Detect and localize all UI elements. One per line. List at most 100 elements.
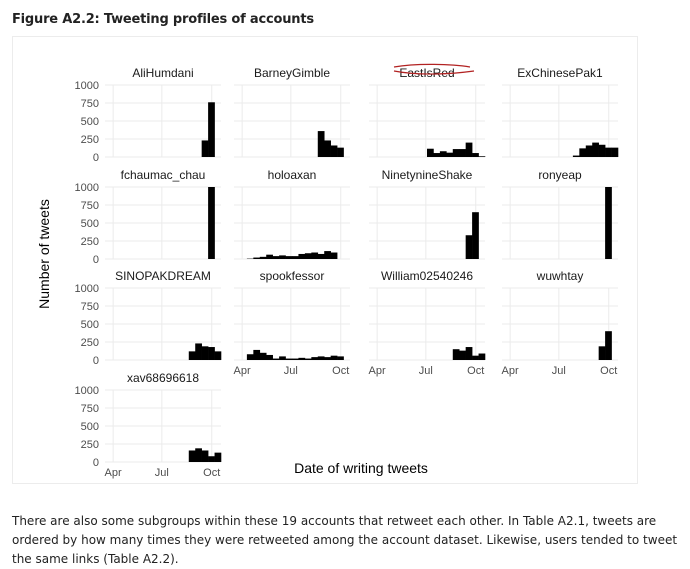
x-tick-label: Apr bbox=[105, 467, 122, 479]
bar-eastisred-16 bbox=[472, 153, 479, 157]
y-tick-label: 500 bbox=[81, 319, 99, 331]
y-tick-label: 0 bbox=[93, 254, 99, 266]
x-tick-label: Apr bbox=[502, 365, 519, 377]
bar-ninetynineshake-16 bbox=[472, 212, 479, 259]
bar-holoaxan-15 bbox=[331, 253, 338, 259]
bar-sinopakdream-15 bbox=[202, 346, 209, 360]
panel-title-ronyeap: ronyeap bbox=[538, 168, 582, 182]
bar-barneygimble-13 bbox=[318, 131, 325, 157]
y-tick-label: 750 bbox=[81, 403, 99, 415]
x-tick-label: Jul bbox=[552, 365, 566, 377]
bar-spookfessor-8 bbox=[286, 359, 293, 360]
bar-wuwhtay-15 bbox=[599, 346, 606, 360]
y-tick-label: 0 bbox=[93, 355, 99, 367]
bar-holoaxan-4 bbox=[260, 257, 267, 259]
bar-wuwhtay-16 bbox=[605, 331, 612, 360]
bar-exchinesepak1-14 bbox=[592, 143, 599, 157]
bar-sinopakdream-13 bbox=[189, 351, 196, 360]
panel-title-william02540246: William02540246 bbox=[381, 269, 473, 283]
bar-sinopakdream-14 bbox=[195, 343, 202, 360]
bar-eastisred-14 bbox=[459, 149, 466, 157]
x-tick-label: Jul bbox=[155, 467, 169, 479]
bar-spookfessor-3 bbox=[253, 350, 260, 360]
bar-holoaxan-7 bbox=[279, 255, 286, 259]
bar-xav68696618-16 bbox=[208, 456, 215, 462]
x-tick-label: Jul bbox=[284, 365, 298, 377]
bar-spookfessor-7 bbox=[279, 356, 286, 360]
bar-spookfessor-11 bbox=[305, 359, 312, 360]
x-axis-title: Date of writing tweets bbox=[294, 460, 428, 476]
bar-barneygimble-16 bbox=[337, 148, 344, 157]
bar-eastisred-10 bbox=[433, 153, 440, 157]
y-axis-title: Number of tweets bbox=[36, 199, 52, 309]
bar-spookfessor-9 bbox=[292, 359, 299, 360]
panel-title-barneygimble: BarneyGimble bbox=[254, 66, 330, 80]
bar-exchinesepak1-12 bbox=[579, 148, 586, 157]
y-tick-label: 750 bbox=[81, 200, 99, 212]
bar-spookfessor-14 bbox=[324, 357, 331, 360]
bar-spookfessor-10 bbox=[298, 358, 305, 360]
bar-sinopakdream-17 bbox=[215, 351, 222, 360]
bar-spookfessor-6 bbox=[273, 359, 280, 360]
bar-eastisred-11 bbox=[440, 151, 447, 157]
bar-xav68696618-13 bbox=[189, 450, 196, 462]
bar-alihumdani-16 bbox=[208, 102, 215, 157]
bar-barneygimble-15 bbox=[331, 145, 338, 157]
x-tick-label: Apr bbox=[234, 365, 251, 377]
bar-william02540246-14 bbox=[459, 351, 466, 360]
x-tick-label: Jul bbox=[419, 365, 433, 377]
panel-title-fchaumac-chau: fchaumac_chau bbox=[121, 168, 206, 182]
bar-eastisred-17 bbox=[479, 156, 486, 157]
bar-holoaxan-3 bbox=[253, 258, 260, 259]
bar-william02540246-13 bbox=[453, 349, 460, 360]
y-tick-label: 1000 bbox=[75, 80, 99, 92]
panel-title-xav68696618: xav68696618 bbox=[127, 371, 199, 385]
panel-title-ninetynineshake: NinetynineShake bbox=[382, 168, 473, 182]
bar-ronyeap-16 bbox=[605, 187, 612, 259]
bar-spookfessor-5 bbox=[266, 355, 273, 360]
panel-title-sinopakdream: SINOPAKDREAM bbox=[115, 269, 211, 283]
bar-exchinesepak1-11 bbox=[573, 156, 580, 157]
bar-spookfessor-2 bbox=[247, 354, 254, 360]
y-tick-label: 1000 bbox=[75, 283, 99, 295]
y-tick-label: 250 bbox=[81, 236, 99, 248]
bar-holoaxan-6 bbox=[273, 256, 280, 259]
bar-holoaxan-12 bbox=[311, 253, 318, 259]
x-tick-label: Oct bbox=[600, 365, 617, 377]
bar-exchinesepak1-17 bbox=[612, 148, 619, 157]
bar-exchinesepak1-15 bbox=[599, 145, 606, 157]
panel-title-holoaxan: holoaxan bbox=[268, 168, 317, 182]
bar-holoaxan-5 bbox=[266, 255, 273, 259]
y-tick-label: 1000 bbox=[75, 385, 99, 397]
y-tick-label: 750 bbox=[81, 98, 99, 110]
bar-eastisred-9 bbox=[427, 149, 434, 157]
bar-william02540246-15 bbox=[466, 347, 473, 360]
bar-alihumdani-15 bbox=[202, 140, 209, 157]
y-tick-label: 1000 bbox=[75, 182, 99, 194]
x-tick-label: Apr bbox=[369, 365, 386, 377]
bar-barneygimble-14 bbox=[324, 140, 331, 157]
bar-william02540246-17 bbox=[479, 354, 486, 360]
bar-exchinesepak1-16 bbox=[605, 148, 612, 157]
y-tick-label: 750 bbox=[81, 301, 99, 313]
bar-xav68696618-17 bbox=[215, 453, 222, 462]
y-tick-label: 0 bbox=[93, 152, 99, 164]
bar-holoaxan-8 bbox=[286, 256, 293, 259]
panel-title-alihumdani: AliHumdani bbox=[132, 66, 193, 80]
panel-title-exchinesepak1: ExChinesePak1 bbox=[517, 66, 603, 80]
bar-holoaxan-10 bbox=[298, 254, 305, 259]
bar-holoaxan-11 bbox=[305, 253, 312, 259]
bar-holoaxan-14 bbox=[324, 251, 331, 259]
x-tick-label: Oct bbox=[467, 365, 484, 377]
bar-ninetynineshake-15 bbox=[466, 235, 473, 259]
y-tick-label: 250 bbox=[81, 439, 99, 451]
y-tick-label: 500 bbox=[81, 218, 99, 230]
bar-exchinesepak1-13 bbox=[586, 145, 593, 157]
bar-eastisred-15 bbox=[466, 143, 473, 157]
panel-title-wuwhtay: wuwhtay bbox=[536, 269, 584, 283]
x-tick-label: Oct bbox=[332, 365, 349, 377]
bar-xav68696618-14 bbox=[195, 448, 202, 462]
bar-eastisred-12 bbox=[446, 153, 453, 157]
bar-spookfessor-15 bbox=[331, 356, 338, 360]
bar-spookfessor-12 bbox=[311, 357, 318, 360]
